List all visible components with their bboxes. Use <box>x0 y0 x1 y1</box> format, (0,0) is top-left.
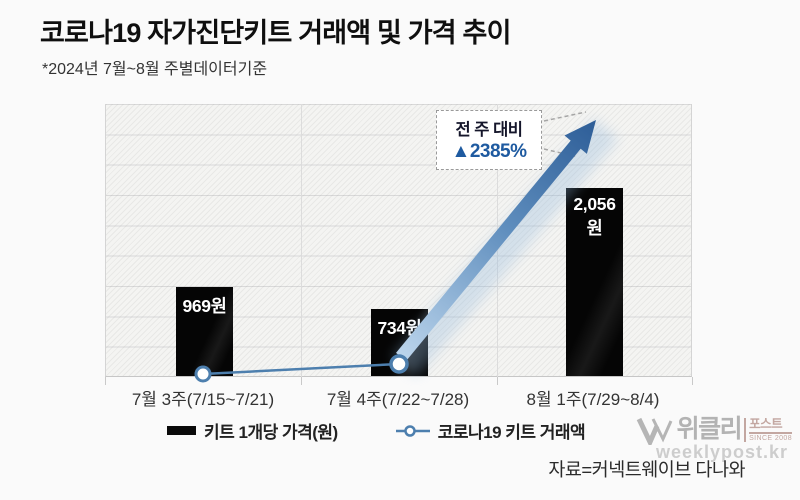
callout-title: 전 주 대비 <box>455 121 523 139</box>
watermark-wordmark: 위클리 <box>676 415 743 443</box>
axis-tick <box>105 377 106 385</box>
watermark-url: weeklypost.kr <box>655 442 788 462</box>
bar-week3: 2,056원 <box>566 188 623 376</box>
source-credit: 자료=커넥트웨이브 다나와 <box>548 459 745 480</box>
plot-area: 969원 734원 2,056원 <box>105 104 693 385</box>
axis-tick <box>497 377 498 385</box>
callout-value: ▲2385% <box>451 141 527 162</box>
growth-callout: 전 주 대비 ▲2385% <box>436 110 542 170</box>
line-marker-swatch-icon <box>395 424 430 437</box>
legend-label-price: 키트 1개당 가격(원) <box>204 423 338 442</box>
watermark-logo: 위클리 포스트 SINCE 2008 <box>636 415 792 445</box>
watermark-sub-wordmark: 포스트 <box>749 418 792 434</box>
bar-value-label: 969원 <box>182 296 227 316</box>
legend-label-revenue: 코로나19 키트 거래액 <box>437 423 586 442</box>
bar-value-label: 734원 <box>377 318 422 338</box>
x-axis-label-week2: 7월 4주(7/22~7/28) <box>326 390 470 409</box>
page-title: 코로나19 자가진단키트 거래액 및 가격 추이 <box>40 18 511 48</box>
legend-item-revenue: 코로나19 키트 거래액 <box>395 418 586 443</box>
x-axis-label-week3: 8월 1주(7/29~8/4) <box>526 390 660 409</box>
bar-week1: 969원 <box>176 287 233 376</box>
axis-tick <box>692 377 693 385</box>
legend-item-price: 키트 1개당 가격(원) <box>167 418 338 443</box>
category-separator <box>301 104 302 377</box>
bar-value-label: 2,056원 <box>573 194 616 238</box>
x-axis-label-week1: 7월 3주(7/15~7/21) <box>131 390 275 409</box>
watermark-since-label: SINCE 2008 <box>749 435 792 442</box>
chart-subtitle: *2024년 7월~8월 주별데이터기준 <box>42 61 268 78</box>
watermark-sub-block: 포스트 SINCE 2008 <box>744 418 792 442</box>
axis-tick <box>301 377 302 385</box>
bar-swatch-icon <box>167 426 196 435</box>
w-logo-icon <box>636 417 672 445</box>
bar-week2: 734원 <box>371 309 428 376</box>
chart-legend: 키트 1개당 가격(원) 코로나19 키트 거래액 <box>167 418 586 443</box>
